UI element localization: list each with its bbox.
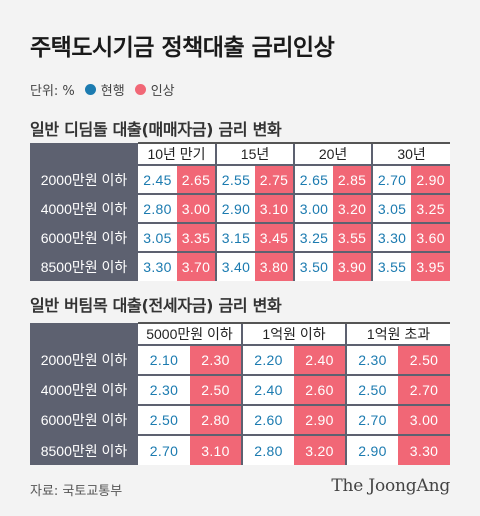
current-rate-cell: 2.90 bbox=[215, 193, 256, 223]
raised-rate-cell: 3.20 bbox=[333, 193, 373, 223]
column-header: 15년 bbox=[215, 142, 295, 165]
current-rate-cell: 2.10 bbox=[138, 344, 190, 375]
current-rate-cell: 3.15 bbox=[215, 222, 256, 252]
row-label: 8500만원 이하 bbox=[30, 434, 138, 465]
row-label: 4000만원 이하 bbox=[30, 374, 138, 405]
current-rate-cell: 2.50 bbox=[345, 374, 399, 405]
raised-rate-cell: 3.90 bbox=[333, 251, 373, 281]
current-rate-cell: 3.00 bbox=[293, 193, 334, 223]
raised-rate-cell: 2.50 bbox=[190, 374, 242, 405]
table-corner bbox=[30, 323, 138, 345]
raised-rate-cell: 3.10 bbox=[255, 193, 295, 223]
raised-rate-cell: 2.50 bbox=[398, 344, 451, 375]
raised-rate-cell: 3.10 bbox=[190, 434, 242, 465]
current-rate-cell: 2.45 bbox=[138, 164, 177, 194]
legend-current-label: 현행 bbox=[100, 84, 125, 99]
column-header: 5000만원 이하 bbox=[138, 322, 242, 345]
current-rate-cell: 3.05 bbox=[371, 193, 412, 223]
current-rate-cell: 2.50 bbox=[138, 404, 190, 435]
row-label: 2000만원 이하 bbox=[30, 164, 138, 194]
current-rate-cell: 2.40 bbox=[241, 374, 294, 405]
table1-title: 일반 디딤돌 대출(매매자금) 금리 변화 bbox=[30, 120, 282, 139]
current-rate-cell: 3.05 bbox=[138, 222, 177, 252]
current-rate-cell: 3.30 bbox=[371, 222, 412, 252]
raised-rate-cell: 2.75 bbox=[255, 164, 295, 194]
row-label: 2000만원 이하 bbox=[30, 344, 138, 375]
raised-rate-cell: 3.60 bbox=[411, 222, 451, 252]
raised-rate-cell: 3.00 bbox=[177, 193, 217, 223]
table-row: 8500만원 이하 3.30 3.70 3.40 3.80 3.50 3.90 3.55 3.9… bbox=[30, 251, 451, 281]
current-rate-cell: 2.70 bbox=[138, 434, 190, 465]
raised-rate-cell: 3.45 bbox=[255, 222, 295, 252]
raised-rate-cell: 3.25 bbox=[411, 193, 451, 223]
table-row: 4000만원 이하 2.30 2.50 2.40 2.60 2.50 2.70 bbox=[30, 374, 451, 405]
didimdol-rate-table: 10년 만기 15년 20년 30년 2000만원 이하 2.45 2.65 2.55 2.75… bbox=[30, 142, 451, 281]
source-note: 자료: 국토교통부 bbox=[30, 484, 123, 499]
current-rate-cell: 3.55 bbox=[371, 251, 412, 281]
column-header: 30년 bbox=[371, 142, 451, 165]
row-label: 6000만원 이하 bbox=[30, 222, 138, 252]
raised-rate-cell: 3.35 bbox=[177, 222, 217, 252]
raised-rate-cell: 2.30 bbox=[190, 344, 242, 375]
column-header: 20년 bbox=[293, 142, 373, 165]
table-row: 6000만원 이하 2.50 2.80 2.60 2.90 2.70 3.00 bbox=[30, 404, 451, 435]
current-rate-cell: 2.80 bbox=[241, 434, 294, 465]
current-rate-cell: 2.30 bbox=[345, 344, 399, 375]
current-dot-icon bbox=[84, 84, 96, 95]
column-header: 1억원 초과 bbox=[345, 322, 451, 345]
raised-rate-cell: 3.80 bbox=[255, 251, 295, 281]
table-row: 8500만원 이하 2.70 3.10 2.80 3.20 2.90 3.30 bbox=[30, 434, 451, 465]
column-header: 10년 만기 bbox=[138, 142, 217, 165]
raised-rate-cell: 3.55 bbox=[333, 222, 373, 252]
unit-label: 단위: % bbox=[30, 84, 75, 99]
raised-rate-cell: 2.40 bbox=[294, 344, 347, 375]
raised-rate-cell: 3.30 bbox=[398, 434, 451, 465]
row-label: 4000만원 이하 bbox=[30, 193, 138, 223]
table-row: 6000만원 이하 3.05 3.35 3.15 3.45 3.25 3.55 3.30 3.6… bbox=[30, 222, 451, 252]
current-rate-cell: 3.30 bbox=[138, 251, 177, 281]
raised-dot-icon bbox=[134, 84, 146, 95]
raised-rate-cell: 2.80 bbox=[190, 404, 242, 435]
raised-rate-cell: 3.95 bbox=[411, 251, 451, 281]
raised-rate-cell: 3.00 bbox=[398, 404, 451, 435]
current-rate-cell: 3.40 bbox=[215, 251, 256, 281]
raised-rate-cell: 2.60 bbox=[294, 374, 347, 405]
table-corner bbox=[30, 143, 138, 165]
table-row: 2000만원 이하 2.45 2.65 2.55 2.75 2.65 2.85 2.70 2.9… bbox=[30, 164, 451, 194]
row-label: 6000만원 이하 bbox=[30, 404, 138, 435]
raised-rate-cell: 3.20 bbox=[294, 434, 347, 465]
current-rate-cell: 2.65 bbox=[293, 164, 334, 194]
current-rate-cell: 2.80 bbox=[138, 193, 177, 223]
table-row: 4000만원 이하 2.80 3.00 2.90 3.10 3.00 3.20 3.05 3.2… bbox=[30, 193, 451, 223]
column-header: 1억원 이하 bbox=[240, 322, 347, 345]
current-rate-cell: 2.70 bbox=[345, 404, 399, 435]
current-rate-cell: 2.30 bbox=[138, 374, 190, 405]
table2-title: 일반 버팀목 대출(전세자금) 금리 변화 bbox=[30, 296, 282, 315]
current-rate-cell: 2.90 bbox=[345, 434, 399, 465]
brand-logo: The JoongAng bbox=[331, 476, 450, 496]
current-rate-cell: 2.60 bbox=[241, 404, 294, 435]
current-rate-cell: 3.25 bbox=[293, 222, 334, 252]
table-row: 2000만원 이하 2.10 2.30 2.20 2.40 2.30 2.50 bbox=[30, 344, 451, 375]
current-rate-cell: 3.50 bbox=[293, 251, 334, 281]
current-rate-cell: 2.55 bbox=[215, 164, 256, 194]
current-rate-cell: 2.70 bbox=[371, 164, 412, 194]
legend-raised-label: 인상 bbox=[150, 84, 175, 99]
page-title: 주택도시기금 정책대출 금리인상 bbox=[30, 35, 335, 61]
legend: 단위: % 현행 인상 bbox=[30, 80, 175, 99]
current-rate-cell: 2.20 bbox=[241, 344, 294, 375]
raised-rate-cell: 2.85 bbox=[333, 164, 373, 194]
raised-rate-cell: 2.65 bbox=[177, 164, 217, 194]
row-label: 8500만원 이하 bbox=[30, 251, 138, 281]
beotimmok-rate-table: 5000만원 이하 1억원 이하 1억원 초과 2000만원 이하 2.10 2.30 2.… bbox=[30, 322, 451, 465]
raised-rate-cell: 3.70 bbox=[177, 251, 217, 281]
raised-rate-cell: 2.90 bbox=[411, 164, 451, 194]
raised-rate-cell: 2.70 bbox=[398, 374, 451, 405]
raised-rate-cell: 2.90 bbox=[294, 404, 347, 435]
